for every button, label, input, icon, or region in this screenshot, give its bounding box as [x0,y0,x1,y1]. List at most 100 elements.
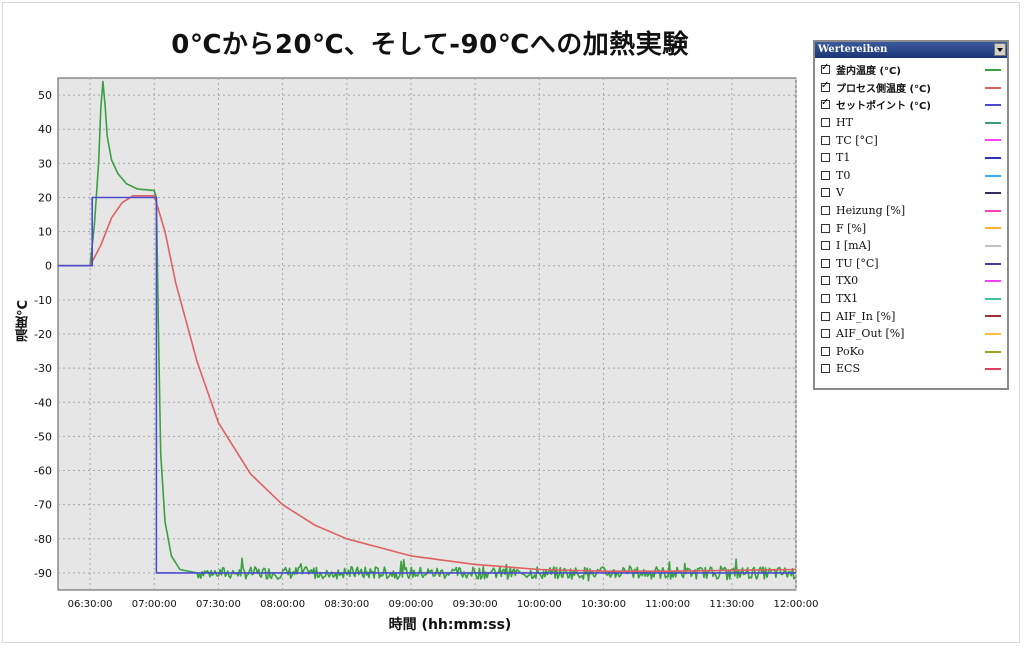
legend-checkbox[interactable] [821,97,830,110]
legend-item[interactable]: Heizung [%] [815,202,1007,220]
y-tick-label: -90 [34,567,52,580]
legend-item-label: F [%] [836,221,867,235]
legend-item[interactable]: V [815,184,1007,202]
y-tick-label: -50 [34,430,52,443]
x-tick-label: 11:00:00 [645,599,690,610]
legend-checkbox[interactable] [821,170,830,180]
legend-item[interactable]: T0 [815,167,1007,185]
legend-color-swatch [985,104,1001,107]
y-tick-label: -60 [34,465,52,478]
legend-color-swatch [985,368,1001,371]
series-legend-panel[interactable]: Wertereihen 釜内温度 (°C) プロセス側温度 (°C) セットポイント… [813,40,1009,390]
legend-checkbox[interactable] [821,62,830,75]
legend-dropdown-icon[interactable] [994,43,1006,56]
chart-title: 0℃から20℃、そして-90℃への加熱実験 [171,30,689,60]
legend-color-swatch [985,244,1001,247]
legend-color-swatch [985,280,1001,283]
legend-checkbox[interactable] [821,346,830,356]
legend-checkbox[interactable] [821,118,830,128]
legend-item[interactable]: 釜内温度 (°C) [815,61,1007,79]
legend-item[interactable]: プロセス側温度 (°C) [815,79,1007,97]
legend-color-swatch [985,350,1001,353]
legend-item[interactable]: セットポイント (°C) [815,96,1007,114]
y-tick-label: -20 [34,328,52,341]
y-tick-label: 20 [38,191,52,204]
legend-item-label: HT [836,116,853,130]
legend-color-swatch [985,332,1001,335]
legend-checkbox[interactable] [821,80,830,92]
y-tick-label: -10 [34,294,52,307]
legend-item-label: I [mA] [836,239,871,253]
series-line-2 [58,195,797,572]
legend-item[interactable]: F [%] [815,219,1007,237]
y-tick-label: -40 [34,396,52,409]
x-axis-title: 時間 (hh:mm:ss) [388,617,512,633]
legend-color-swatch [985,69,1001,71]
legend-checkbox[interactable] [821,206,830,216]
legend-item-label: TC [°C] [836,133,878,147]
legend-list: 釜内温度 (°C) プロセス側温度 (°C) セットポイント (°C) HT TC [°… [815,58,1007,378]
legend-item-label: Heizung [%] [836,204,906,218]
y-tick-label: 30 [38,157,52,170]
legend-item[interactable]: T1 [815,149,1007,167]
legend-item-label: セットポイント (°C) [836,101,931,113]
legend-checkbox[interactable] [821,276,830,286]
legend-color-swatch [985,139,1001,142]
legend-item[interactable]: PoKo [815,343,1007,361]
y-tick-label: -70 [34,499,52,512]
legend-item-label: T1 [836,151,851,165]
legend-item[interactable]: TC [°C] [815,131,1007,149]
legend-item[interactable]: I [mA] [815,237,1007,255]
legend-checkbox[interactable] [821,241,830,251]
legend-color-swatch [985,156,1001,159]
legend-header-label: Wertereihen [818,44,888,55]
x-tick-label: 08:00:00 [260,599,305,610]
x-tick-label: 10:00:00 [517,599,562,610]
legend-color-swatch [985,297,1001,300]
legend-item-label: AIF_Out [%] [836,327,905,341]
legend-item[interactable]: TX0 [815,272,1007,290]
legend-item-label: ECS [836,362,860,376]
legend-color-swatch [985,262,1001,265]
x-tick-label: 10:30:00 [581,599,626,610]
legend-item-label: TX0 [836,274,859,288]
legend-color-swatch [985,209,1001,212]
legend-item[interactable]: AIF_Out [%] [815,325,1007,343]
legend-item-label: TU [°C] [836,256,879,270]
x-tick-label: 07:00:00 [132,599,177,610]
legend-item-label: プロセス側温度 (°C) [836,83,931,95]
y-tick-label: 50 [38,89,52,102]
legend-checkbox[interactable] [821,188,830,198]
y-tick-label: -30 [34,362,52,375]
legend-color-swatch [985,174,1001,177]
legend-checkbox[interactable] [821,258,830,268]
legend-item[interactable]: ECS [815,360,1007,378]
legend-item[interactable]: AIF_In [%] [815,307,1007,325]
legend-color-swatch [985,192,1001,195]
legend-checkbox[interactable] [821,153,830,163]
legend-color-swatch [985,86,1001,89]
y-tick-label: 40 [38,123,52,136]
y-tick-label: 0 [45,260,52,273]
legend-item-label: 釜内温度 (°C) [836,66,901,78]
legend-item-label: TX1 [836,292,859,306]
legend-item-label: V [836,186,844,200]
legend-item-label: PoKo [836,344,865,358]
x-tick-label: 07:30:00 [196,599,241,610]
legend-checkbox[interactable] [821,364,830,374]
legend-item[interactable]: HT [815,114,1007,132]
series-line-3 [58,196,796,574]
x-tick-label: 08:30:00 [324,599,369,610]
legend-color-swatch [985,315,1001,318]
legend-checkbox[interactable] [821,311,830,321]
legend-item[interactable]: TX1 [815,290,1007,308]
legend-checkbox[interactable] [821,294,830,304]
legend-checkbox[interactable] [821,223,830,233]
x-tick-label: 09:00:00 [388,599,433,610]
x-tick-label: 09:30:00 [453,599,498,610]
legend-checkbox[interactable] [821,329,830,339]
legend-checkbox[interactable] [821,135,830,145]
legend-item[interactable]: TU [°C] [815,255,1007,273]
